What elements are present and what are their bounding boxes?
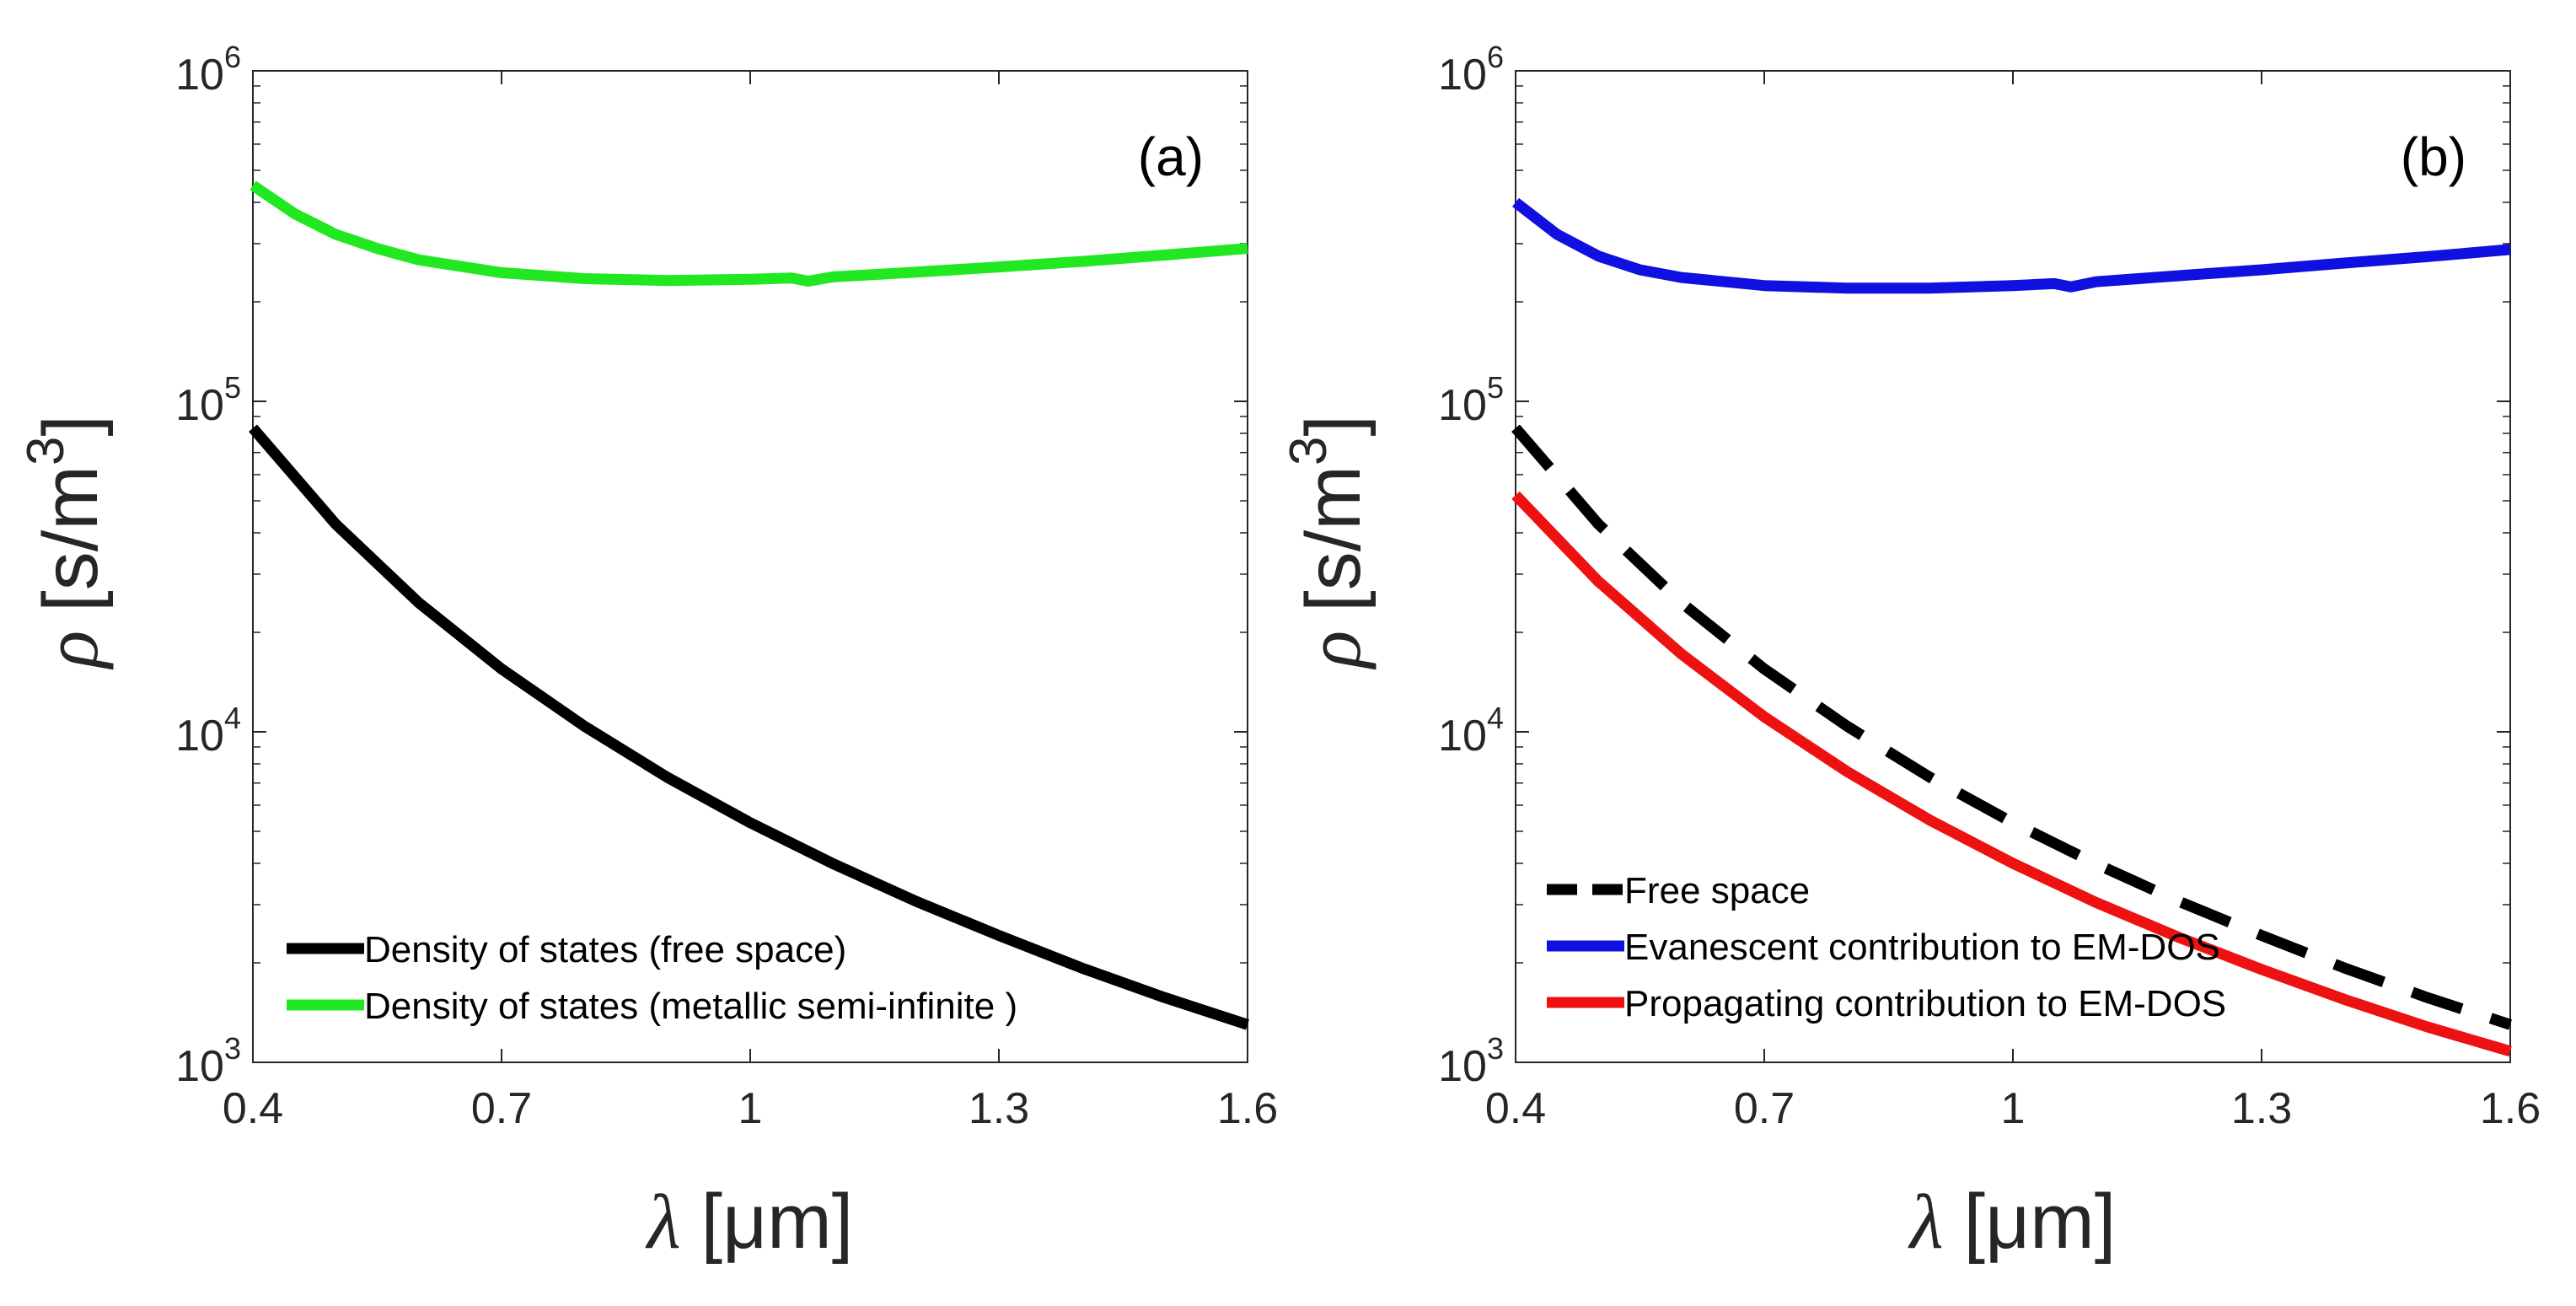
y-tick-exp: 6 [224, 40, 241, 74]
legend-label: Evanescent contribution to EM-DOS [1624, 927, 2220, 968]
plot-frame [252, 70, 1248, 1063]
y-tick-exp: 4 [1487, 701, 1504, 735]
x-tick-label: 0.7 [1734, 1084, 1795, 1133]
y-axis-label: ρ [s/m3] [1280, 415, 1377, 670]
x-tick-label: 1 [738, 1084, 763, 1133]
y-axis-unit: [s/m [1291, 465, 1377, 612]
x-axis-unit: [μm] [701, 1179, 854, 1265]
y-tick-exp: 3 [224, 1031, 241, 1066]
y-tick-label: 104 [1438, 701, 1504, 760]
x-tick-label: 1 [2001, 1084, 2026, 1133]
y-tick-label: 105 [175, 370, 241, 430]
y-axis-symbol: ρ [1291, 631, 1377, 670]
y-tick-label: 103 [175, 1031, 241, 1091]
y-axis-label: ρ [s/m3] [17, 415, 114, 670]
x-tick-label: 0.7 [471, 1084, 532, 1133]
y-tick-base: 10 [1438, 712, 1487, 760]
y-tick-label: 104 [175, 701, 241, 760]
x-tick-label: 0.4 [1485, 1084, 1546, 1133]
x-tick-label: 1.6 [1217, 1084, 1278, 1133]
y-tick-base: 10 [175, 51, 224, 99]
x-tick-label: 0.4 [223, 1084, 283, 1133]
y-tick-base: 10 [175, 712, 224, 760]
x-tick-label: 1.3 [2231, 1084, 2292, 1133]
y-axis-symbol: ρ [28, 631, 114, 670]
legend-label: Density of states (free space) [364, 929, 846, 970]
y-axis-unit: [s/m [28, 465, 114, 612]
panel-label: (b) [2401, 126, 2466, 187]
y-tick-exp: 5 [1487, 370, 1504, 405]
x-tick-label: 1.6 [2480, 1084, 2541, 1133]
plot-frame [1515, 70, 2511, 1063]
y-tick-base: 10 [1438, 1042, 1487, 1091]
y-tick-exp: 3 [1487, 1031, 1504, 1066]
x-tick-label: 1.3 [969, 1084, 1029, 1133]
legend-label: Free space [1624, 870, 1810, 911]
x-axis-label: λ [μm] [1908, 1179, 2117, 1265]
x-axis-symbol: λ [645, 1179, 681, 1265]
x-axis-symbol: λ [1908, 1179, 1944, 1265]
panel-label: (a) [1138, 126, 1204, 187]
y-tick-base: 10 [175, 381, 224, 430]
y-axis-unit-exp: 3 [1280, 437, 1338, 465]
y-axis-unit-close: ] [1291, 415, 1377, 437]
y-tick-base: 10 [1438, 381, 1487, 430]
y-axis-unit-exp: 3 [17, 437, 75, 465]
legend-label: Density of states (metallic semi-infinit… [364, 986, 1017, 1027]
x-axis-unit: [μm] [1964, 1179, 2117, 1265]
y-tick-base: 10 [175, 1042, 224, 1091]
legend-label: Propagating contribution to EM-DOS [1624, 983, 2226, 1024]
y-tick-exp: 4 [224, 701, 241, 735]
series-line-1 [250, 180, 1248, 287]
y-tick-exp: 6 [1487, 40, 1504, 74]
x-axis-label: λ [μm] [645, 1179, 854, 1265]
y-tick-label: 103 [1438, 1031, 1504, 1091]
y-tick-exp: 5 [224, 370, 241, 405]
y-tick-base: 10 [1438, 51, 1487, 99]
series-line-1 [1512, 197, 2511, 294]
series-line-0 [249, 424, 1250, 1030]
y-tick-label: 106 [175, 40, 241, 99]
y-tick-label: 106 [1438, 40, 1504, 99]
series-line-2 [1511, 491, 2512, 1057]
y-tick-label: 105 [1438, 370, 1504, 430]
y-axis-unit-close: ] [28, 415, 114, 437]
series-line-0 [1511, 424, 2513, 1030]
